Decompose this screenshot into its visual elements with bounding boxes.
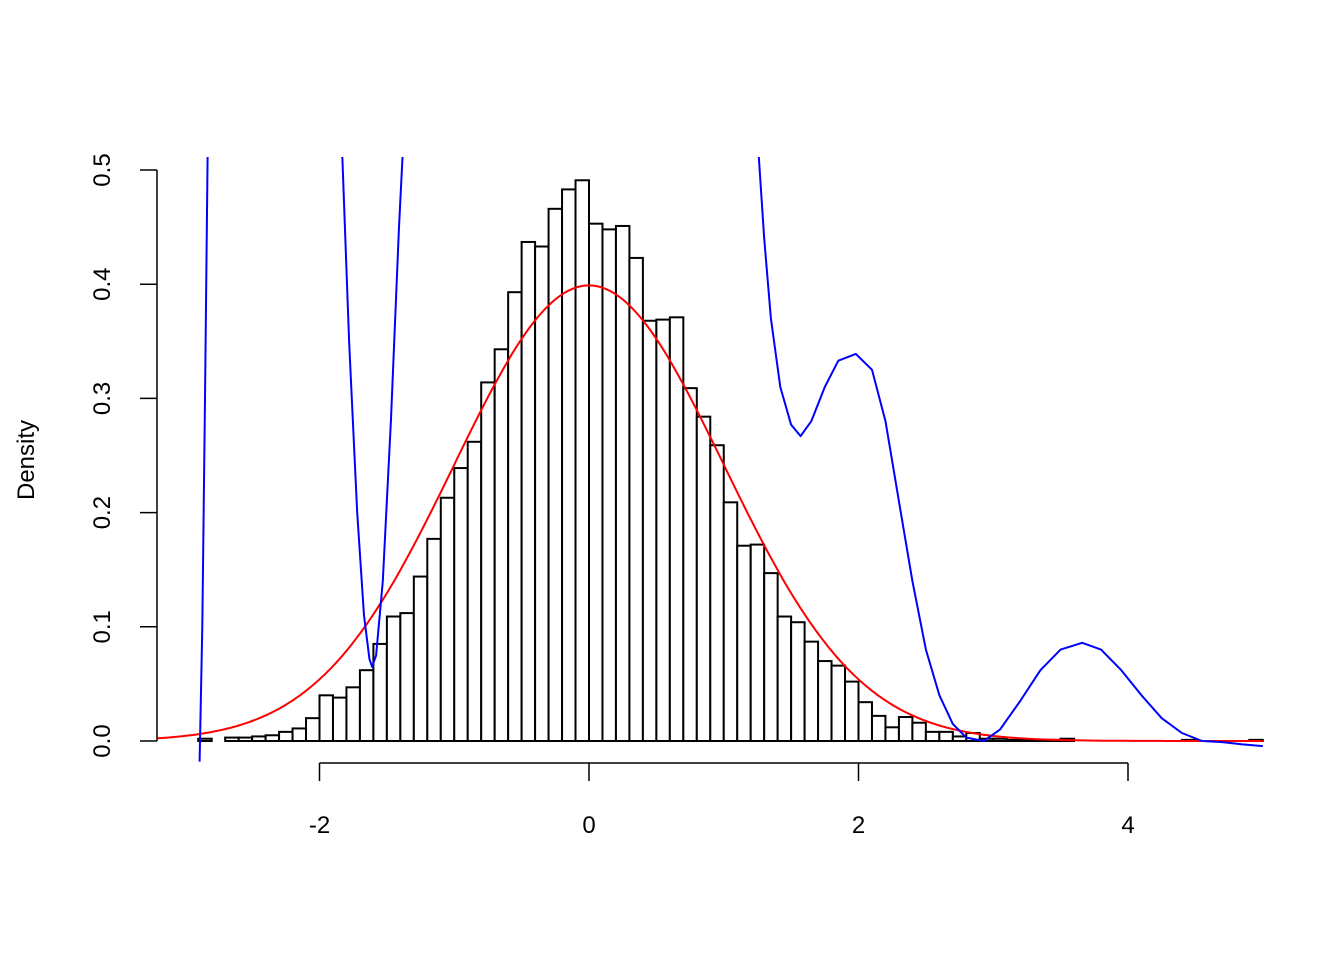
histogram-bar (830, 664, 847, 742)
histogram-bar (453, 467, 469, 742)
y-tick-label: 0.4 (89, 268, 116, 301)
histogram-bar (385, 615, 402, 742)
histogram-bar (790, 621, 806, 742)
fitted-density-curve (198, 157, 1263, 762)
histogram-bar (870, 714, 887, 742)
histogram-bar (331, 696, 348, 743)
histogram-bar (884, 726, 900, 743)
histogram-bar (507, 291, 523, 742)
histogram-bar (736, 544, 752, 743)
histogram-bar (655, 318, 671, 742)
x-tick-label: 2 (852, 812, 865, 839)
histogram-bar (749, 543, 766, 742)
histogram-bar (412, 575, 429, 742)
histogram-bar (628, 256, 644, 742)
histogram-bar (682, 387, 698, 742)
histogram-bar (1019, 738, 1035, 742)
histogram-bar (264, 734, 281, 742)
histogram-bar (358, 669, 375, 742)
histogram-bar (574, 179, 591, 742)
histogram-bar (951, 735, 968, 743)
histogram-bar (924, 730, 941, 743)
density-curves (157, 157, 1263, 762)
histogram-bar (480, 381, 496, 742)
histogram-bar (709, 444, 725, 742)
histogram-bar (251, 735, 267, 743)
x-tick-label: 4 (1121, 812, 1134, 839)
histogram-bar (763, 572, 779, 742)
histogram-bar (722, 501, 739, 742)
y-tick-label: 0.5 (89, 153, 116, 186)
histogram-bar (291, 727, 308, 742)
y-axis-label: Density (13, 420, 40, 500)
histogram-bar (318, 694, 334, 743)
histogram-bar (426, 537, 442, 743)
histogram-bar (897, 716, 914, 743)
histogram-bar (197, 737, 213, 743)
histogram-bar (803, 640, 820, 742)
histogram-bar (992, 737, 1008, 743)
histogram-bar (695, 415, 712, 742)
histogram-bar (493, 348, 510, 742)
histogram-bar (520, 240, 537, 742)
histogram-bar (776, 615, 793, 742)
x-axis: -2 0 2 4 (309, 762, 1135, 839)
histogram-bar (1005, 738, 1022, 742)
histogram-bar (439, 496, 456, 742)
y-axis: 0.0 0.1 0.2 0.3 0.4 0.5 (89, 153, 158, 758)
histogram-bar (911, 721, 927, 743)
histogram-bar (844, 680, 860, 743)
x-tick-label: -2 (309, 812, 330, 839)
y-tick-label: 0.1 (89, 610, 116, 643)
histogram-bar (305, 717, 321, 742)
histogram-bar (588, 222, 604, 742)
x-tick-label: 0 (582, 812, 595, 839)
histogram-bar (466, 440, 483, 742)
histogram-bar (641, 319, 658, 742)
histogram-bar (399, 612, 415, 743)
histogram-bar (857, 701, 873, 742)
histogram-bar (561, 188, 577, 742)
histogram-bar (278, 730, 294, 743)
histogram-bar (547, 207, 564, 742)
y-tick-label: 0.0 (89, 724, 116, 757)
histogram-bar (938, 730, 954, 743)
normal-density-curve (157, 284, 1263, 742)
histogram-bar (224, 736, 240, 742)
histogram-bar (534, 245, 550, 742)
histogram-bar (817, 660, 833, 742)
y-tick-label: 0.3 (89, 382, 116, 415)
histogram-bar (345, 686, 361, 742)
histogram-bar (601, 228, 617, 742)
histogram-bars (197, 179, 1264, 743)
histogram-bar (237, 736, 254, 742)
y-tick-label: 0.2 (89, 496, 116, 529)
